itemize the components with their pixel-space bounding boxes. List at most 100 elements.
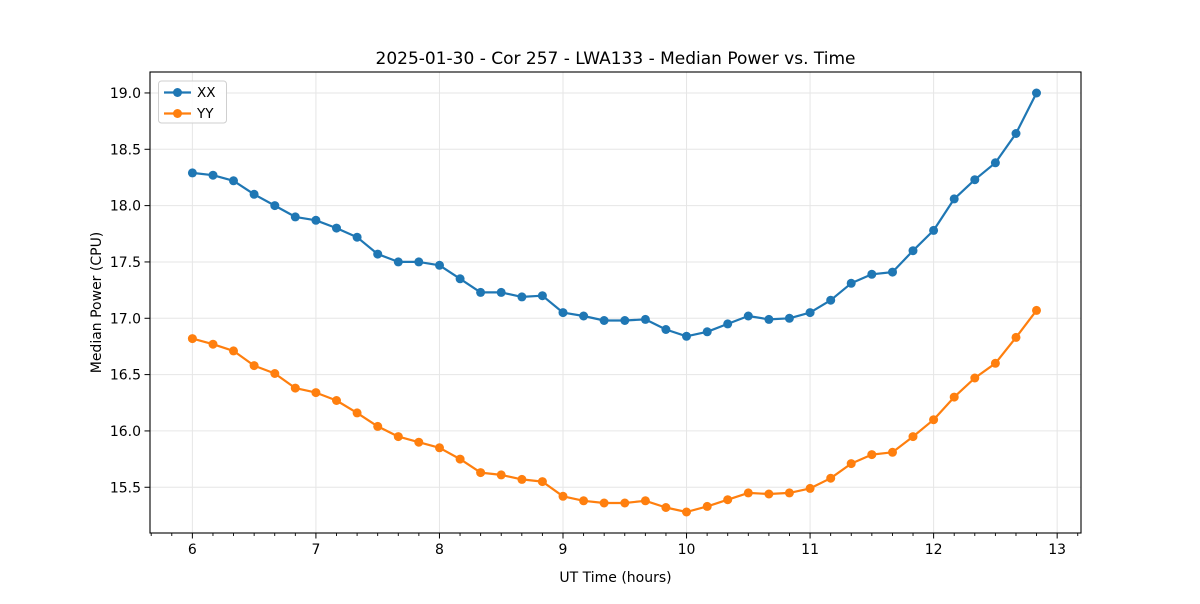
series-YY-point: [929, 415, 939, 425]
series-YY-point: [702, 501, 712, 511]
series-YY-point: [558, 491, 568, 501]
y-tick-label: 19.0: [110, 86, 141, 102]
series-YY-point: [393, 432, 403, 442]
series-YY-point: [270, 369, 280, 378]
series-XX-point: [867, 269, 877, 279]
series-XX-point: [929, 225, 939, 235]
legend-sample-marker-YY: [173, 109, 182, 118]
series-XX-point: [723, 319, 733, 329]
series-XX-point: [784, 313, 794, 323]
series-XX-point: [455, 274, 465, 284]
series-XX-point: [229, 176, 238, 186]
series-YY-point: [332, 396, 341, 405]
series-YY-point: [496, 470, 506, 480]
plot-border: [149, 71, 1082, 534]
x-tick-label: 11: [801, 542, 819, 558]
series-YY-point: [723, 495, 733, 505]
series-XX-point: [1032, 88, 1041, 98]
series-XX-point: [517, 292, 527, 302]
series-XX-line: [191, 91, 1038, 338]
series-YY-point: [682, 507, 691, 517]
y-tick-label: 16.5: [110, 368, 141, 384]
series-YY-point: [970, 373, 980, 383]
series-YY-point: [517, 474, 527, 484]
series-YY-point: [990, 358, 1000, 368]
series-XX-point: [640, 314, 650, 324]
series-YY-point: [908, 432, 918, 442]
series-YY-point: [640, 496, 650, 506]
series-XX-point: [414, 257, 424, 267]
series-YY-point: [208, 339, 218, 349]
series-XX-point: [290, 212, 300, 222]
series-YY-point: [846, 459, 856, 469]
y-tick-label: 16.0: [110, 424, 141, 440]
y-tick-label: 18.5: [110, 142, 141, 158]
grid-layer: [150, 72, 1081, 533]
series-YY-point: [455, 454, 465, 464]
x-tick-label: 6: [188, 542, 197, 558]
y-tick-label: 17.0: [110, 311, 141, 327]
y-axis-label: Median Power (CPU): [89, 232, 105, 374]
series-YY-point: [743, 488, 753, 498]
series-YY-point: [764, 489, 774, 499]
x-tick-label: 12: [925, 542, 943, 558]
series-XX-point: [599, 316, 609, 325]
series-XX-point: [352, 232, 362, 242]
series-XX-point: [208, 170, 218, 180]
series-YY-point: [476, 468, 486, 478]
series-XX-point: [373, 249, 383, 259]
series-YY-point: [599, 498, 609, 508]
series-YY-point: [373, 421, 383, 431]
series-YY-point: [187, 334, 197, 344]
chart-title: 2025-01-30 - Cor 257 - LWA133 - Median P…: [376, 49, 856, 69]
series-YY-point: [1032, 305, 1041, 315]
x-axis-label: UT Time (hours): [559, 570, 671, 586]
series-YY-point: [290, 383, 300, 393]
series-XX-point: [764, 314, 774, 324]
x-tick-label: 9: [559, 542, 568, 558]
legend-label-XX: XX: [197, 85, 216, 101]
series-YY-point: [249, 361, 259, 371]
series-XX-point: [537, 291, 547, 301]
x-tick-label: 7: [311, 542, 320, 558]
series-YY-point: [826, 473, 836, 483]
series-XX-point: [949, 194, 959, 204]
y-tick-label: 15.5: [110, 480, 141, 496]
series-YY-point: [311, 388, 321, 398]
series-YY-point: [620, 498, 630, 508]
series-XX-point: [476, 287, 486, 297]
x-tick-label: 10: [678, 542, 696, 558]
series-XX-point: [393, 257, 403, 267]
legend-label-YY: YY: [196, 106, 214, 122]
series-XX-point: [682, 331, 691, 341]
series-YY-point: [888, 447, 897, 457]
series-YY-point: [784, 488, 794, 498]
series-XX-point: [270, 201, 280, 211]
series-XX-point: [846, 278, 856, 288]
series-XX-point: [332, 223, 341, 233]
series-XX-point: [743, 311, 753, 321]
series-YY-line: [191, 309, 1038, 514]
series-XX-point: [908, 246, 918, 256]
series-YY-point: [949, 392, 959, 402]
series-XX-point: [579, 311, 589, 321]
y-tick-label: 18.0: [110, 199, 141, 215]
tick-layer: 6 7 8 9 10 11 12 13 15.5 16.0 16.5 17.0 17.5 18.0 18.5…: [110, 86, 1079, 558]
series-YY-point: [229, 346, 238, 356]
legend-sample-marker-XX: [173, 88, 182, 97]
series-XX-point: [702, 327, 712, 337]
series-XX-point: [970, 175, 980, 185]
series-XX-point: [826, 295, 836, 305]
series-XX-point: [1011, 129, 1021, 138]
series-XX-point: [311, 215, 321, 225]
series-YY-point: [661, 503, 671, 512]
series-layer: [187, 88, 1041, 517]
series-YY-point: [435, 443, 444, 453]
y-tick-label: 17.5: [110, 255, 141, 271]
series-XX-point: [620, 316, 630, 325]
series-YY-point: [867, 450, 877, 460]
series-YY-point: [537, 477, 547, 487]
series-YY-point: [352, 408, 362, 418]
series-XX-point: [990, 158, 1000, 168]
